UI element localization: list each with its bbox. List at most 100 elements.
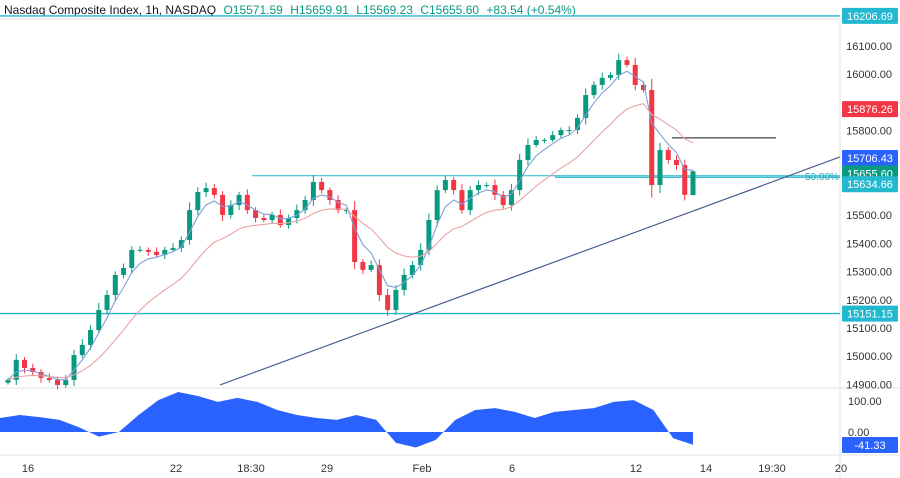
candle-body — [657, 150, 663, 186]
candle-body — [319, 181, 325, 191]
symbol-title[interactable]: Nasdaq Composite Index, 1h, NASDAQ — [4, 3, 217, 17]
ma-price-tag-bg — [842, 101, 898, 118]
candle-body — [71, 355, 77, 380]
candle — [673, 155, 679, 170]
candle-body — [335, 199, 341, 211]
candle — [187, 202, 193, 245]
candle — [30, 363, 36, 376]
price-tick-label: 16000.00 — [846, 69, 892, 81]
candle — [286, 214, 292, 229]
candle-body — [121, 267, 127, 275]
candle-body — [162, 249, 168, 255]
price-tick-label: 15800.00 — [846, 126, 892, 138]
candle-body — [624, 60, 630, 65]
candle-body — [467, 190, 473, 211]
oscillator-tick-label: 0.00 — [848, 427, 869, 439]
ma-price-tag: 15876.26 — [842, 101, 898, 118]
time-tick-label: 20 — [835, 463, 847, 475]
time-tick-label: 16 — [22, 463, 34, 475]
fast-moving-average-line — [7, 70, 694, 381]
candle-body — [310, 181, 316, 200]
price-tick-label: 15100.00 — [846, 323, 892, 335]
candle-body — [533, 139, 539, 145]
candle-body — [129, 249, 135, 268]
candle-body — [484, 185, 490, 187]
symbol-header: Nasdaq Composite Index, 1h, NASDAQ O1557… — [4, 3, 576, 17]
candle — [442, 175, 448, 194]
candle-body — [154, 251, 160, 255]
candle-body — [558, 130, 564, 136]
price-tick-label: 15500.00 — [846, 210, 892, 222]
candle-body — [13, 359, 19, 380]
candle — [112, 271, 118, 302]
candle-body — [574, 117, 580, 131]
candle-body — [302, 199, 308, 211]
candle — [261, 213, 267, 223]
candle-body — [63, 379, 69, 385]
candle — [145, 247, 151, 257]
candle-body — [220, 194, 226, 215]
candle-body — [211, 188, 217, 195]
candle-body — [360, 262, 366, 270]
ohlc-change: +83.54 (+0.54%) — [486, 3, 576, 17]
candle — [360, 258, 366, 275]
price-tick-label: 15000.00 — [846, 351, 892, 363]
candle — [211, 184, 217, 199]
candle-body — [294, 210, 300, 219]
candle — [533, 136, 539, 148]
candle-body — [393, 289, 399, 310]
trendline-price-tag-bg — [842, 149, 898, 166]
oscillator-tick-label: 100.00 — [848, 396, 882, 408]
candle-body — [376, 265, 382, 296]
candle-body — [673, 159, 679, 166]
candles — [5, 53, 696, 390]
candle-body — [500, 194, 506, 206]
candle — [195, 187, 201, 216]
ohlc-high: H15659.91 — [290, 3, 349, 17]
candle — [88, 325, 94, 350]
candle — [310, 175, 316, 207]
candle — [690, 170, 696, 196]
trendline — [219, 156, 841, 386]
time-tick-label: 12 — [630, 463, 642, 475]
oscillator-value-tag: -41.33 — [842, 437, 898, 453]
candle — [335, 195, 341, 214]
candle-body — [517, 159, 523, 191]
candle — [591, 81, 597, 99]
candle-body — [187, 210, 193, 241]
candle-body — [79, 344, 85, 356]
candle-body — [46, 377, 52, 380]
time-tick-label: 6 — [509, 463, 515, 475]
candle — [46, 373, 52, 383]
candle-body — [30, 368, 36, 372]
candle-body — [96, 309, 102, 330]
candle — [632, 57, 638, 91]
candle — [121, 263, 127, 279]
ohlc-open: O15571.59 — [223, 3, 283, 17]
time-tick-label: 18:30 — [237, 463, 265, 475]
candle-body — [104, 295, 110, 310]
candle — [583, 88, 589, 125]
candle — [352, 200, 358, 270]
candle — [517, 153, 523, 196]
candle — [228, 200, 234, 219]
fib-price-tag-text: 15634.66 — [847, 179, 893, 191]
oscillator-value-tag-bg — [842, 437, 898, 453]
candle — [649, 78, 655, 198]
candle — [574, 114, 580, 135]
candle-body — [434, 190, 440, 220]
candle — [327, 187, 333, 205]
time-tick-label: 22 — [170, 463, 182, 475]
candle-body — [327, 190, 333, 200]
trendline-price-tag: 15706.43 — [842, 149, 898, 166]
time-tick-label: Feb — [413, 463, 432, 475]
candle-body — [137, 249, 143, 251]
price-tick-label: 16100.00 — [846, 41, 892, 53]
candle-body — [508, 190, 514, 206]
level-price-tag-text: 15151.15 — [847, 309, 893, 321]
candle — [269, 211, 275, 224]
level-price-tag: 16206.69 — [842, 7, 898, 24]
fib-price-tag-bg — [842, 176, 898, 193]
